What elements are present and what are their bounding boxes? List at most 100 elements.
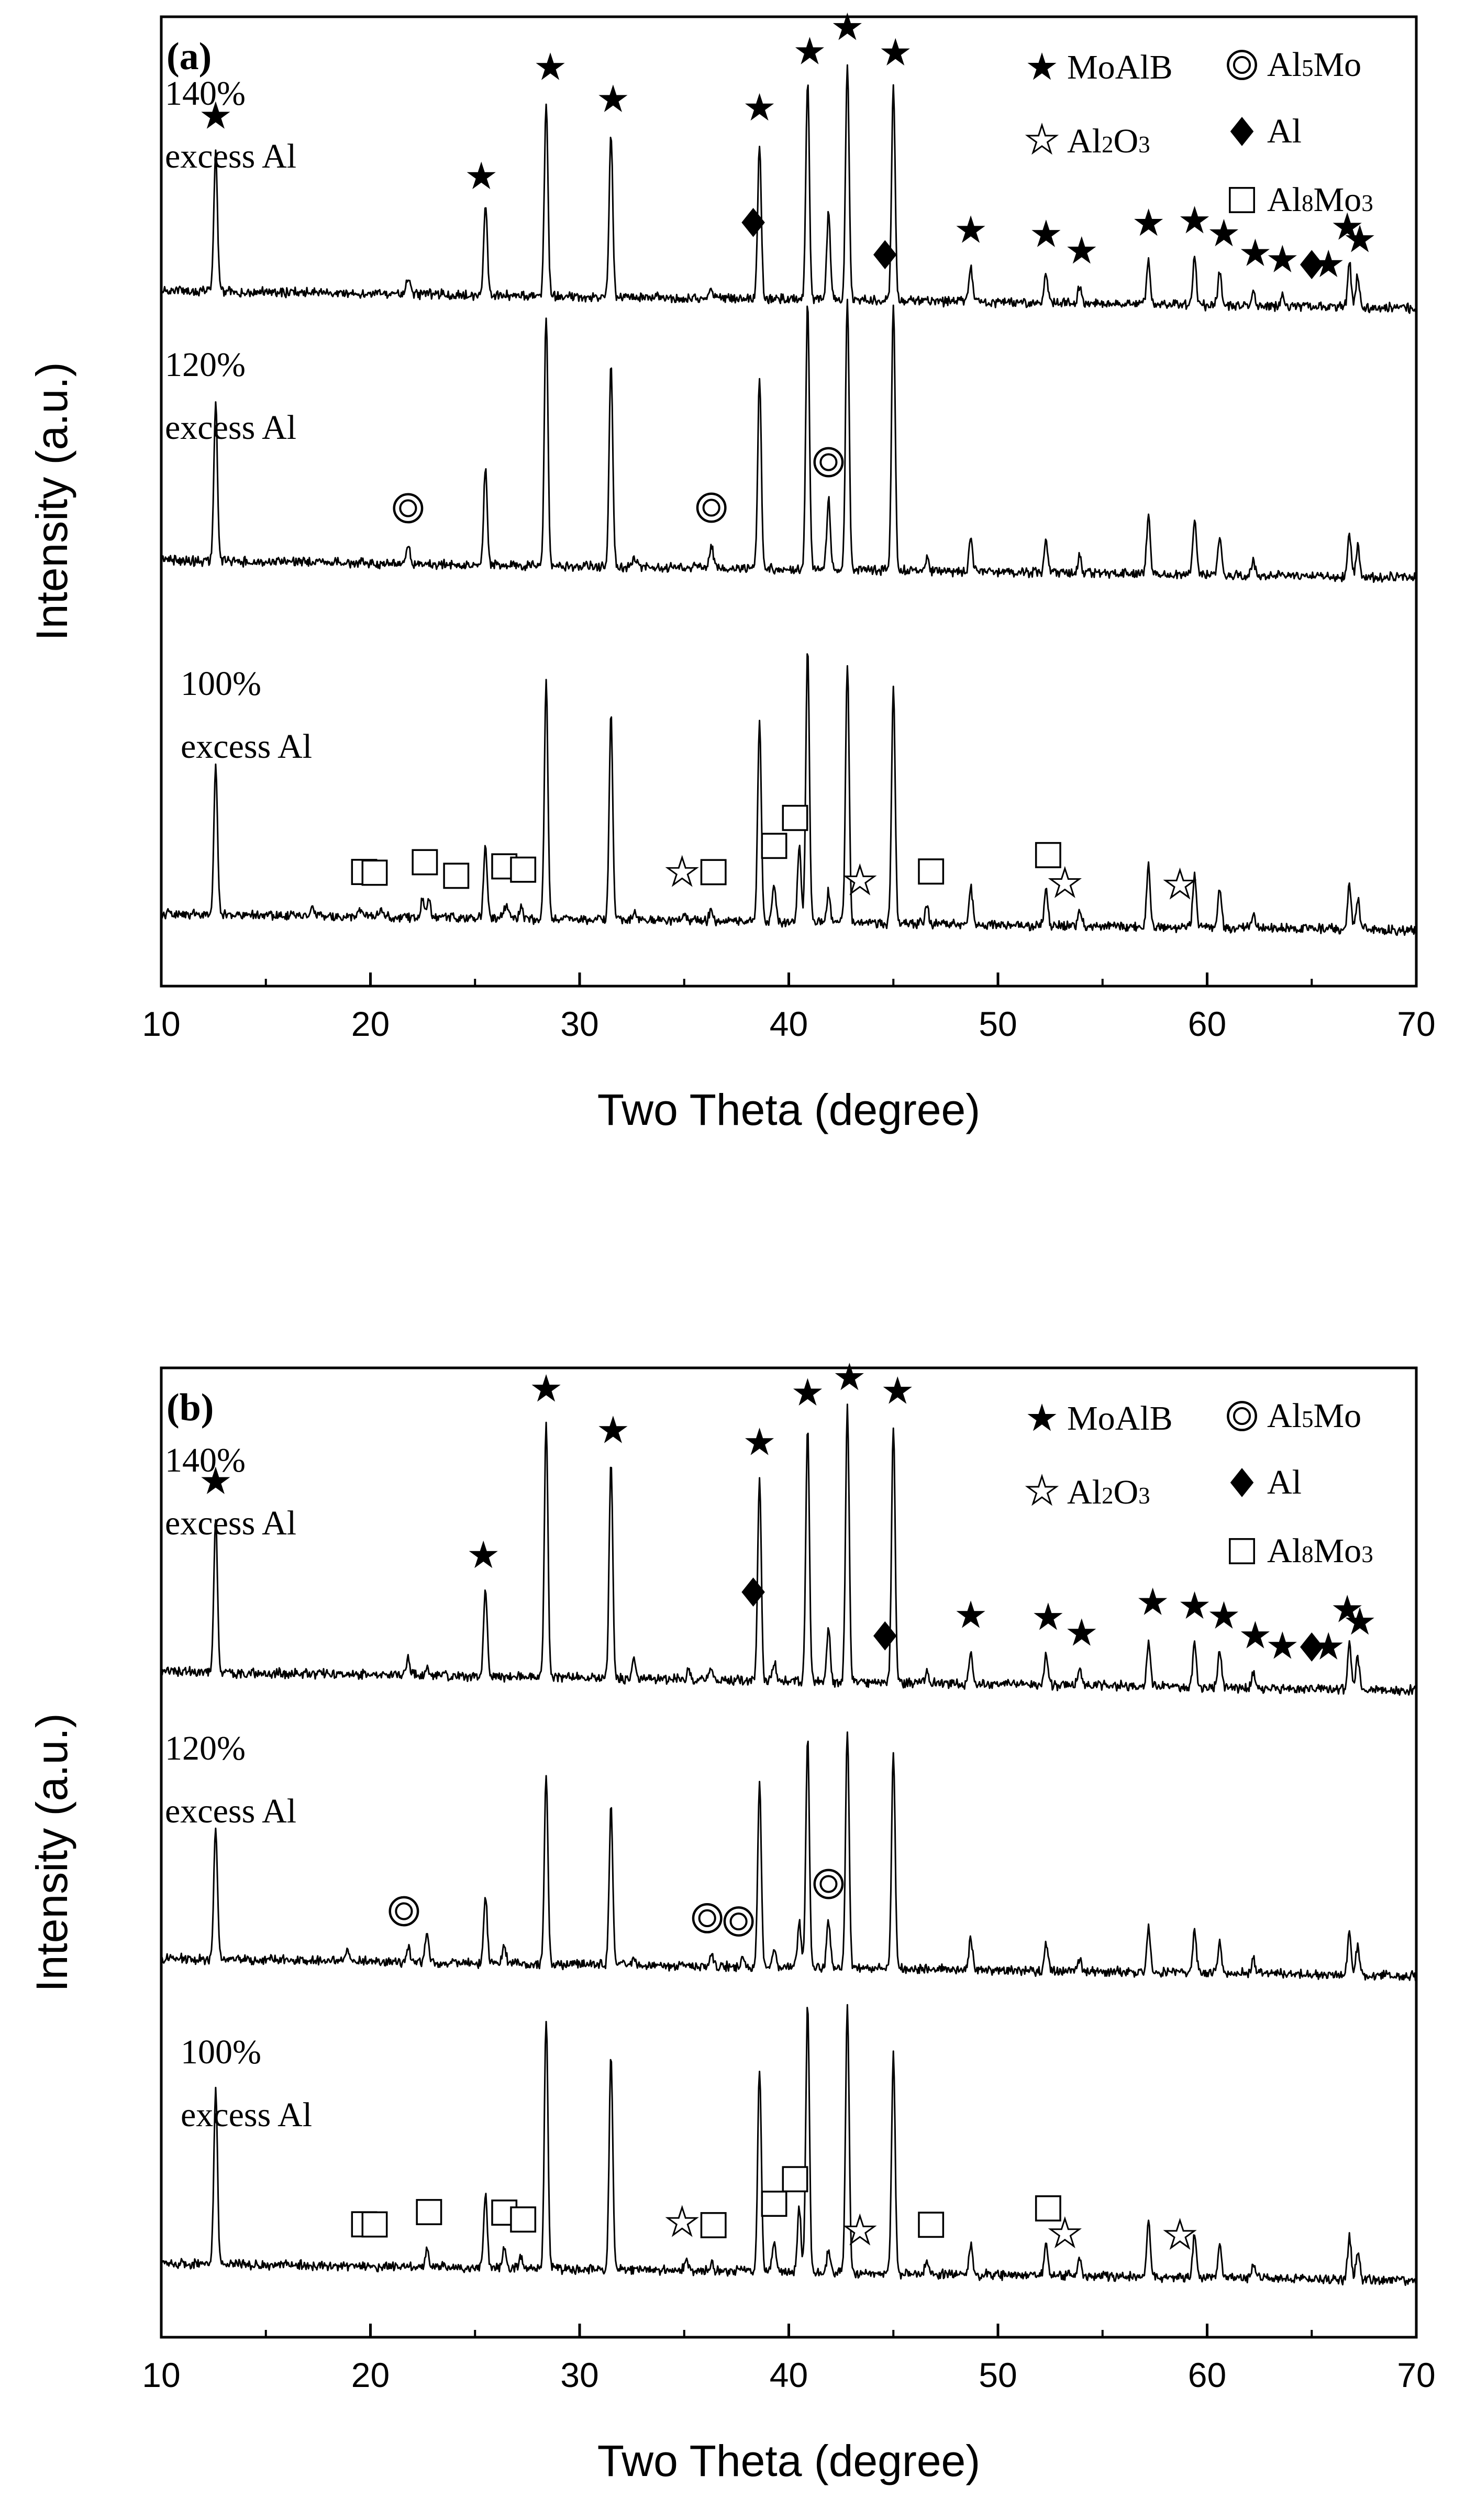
x-tick-label: 60	[1188, 2356, 1226, 2394]
filled-star-icon	[881, 38, 910, 66]
double-circle-inner-icon	[1233, 56, 1251, 74]
x-tick-label: 40	[770, 2356, 808, 2394]
x-tick-label: 50	[979, 1004, 1017, 1043]
phase-marker-moalb	[745, 1428, 774, 1455]
phase-marker-al5mo	[813, 1869, 844, 1899]
phase-marker-al8mo3	[918, 858, 945, 885]
phase-marker-al	[741, 207, 765, 237]
x-tick-label: 30	[560, 1004, 598, 1043]
phase-marker-moalb	[469, 1540, 498, 1568]
phase-marker-al8mo3	[361, 859, 388, 886]
legend-marker-filled-diamond	[1230, 117, 1254, 146]
phase-marker-moalb	[1268, 245, 1297, 272]
y-axis-label: Intensity (a.u.)	[27, 1713, 76, 1992]
open-square-icon	[443, 863, 470, 889]
open-star-icon	[1050, 2219, 1079, 2246]
phase-marker-al8mo3	[700, 2212, 727, 2238]
legend-marker-open-star	[1027, 125, 1056, 152]
open-square-icon	[700, 2212, 727, 2238]
filled-star-icon	[795, 37, 825, 64]
legend-marker-open-square	[1229, 1538, 1255, 1564]
filled-star-icon	[883, 1376, 912, 1404]
legend-label: MoAlB	[1067, 48, 1173, 86]
diffraction-pattern-line	[160, 64, 1417, 314]
phase-marker-moalb	[1138, 1587, 1168, 1615]
phase-marker-al8mo3	[918, 2212, 945, 2238]
x-tick-label: 50	[979, 2356, 1017, 2394]
double-circle-inner-icon	[819, 453, 838, 471]
phase-marker-moalb	[598, 84, 628, 112]
legend-label: Al8Mo3	[1267, 181, 1373, 219]
series-label-percent: 120%	[165, 1729, 246, 1767]
filled-star-icon	[745, 1428, 774, 1455]
open-square-icon	[782, 804, 808, 831]
open-square-icon	[761, 2191, 787, 2217]
phase-marker-al8mo3	[510, 856, 537, 883]
filled-diamond-icon	[741, 1577, 765, 1607]
legend-label: Al5Mo	[1267, 1397, 1361, 1435]
x-axis-label: Two Theta (degree)	[597, 1085, 981, 1134]
open-square-icon	[782, 2166, 808, 2193]
filled-star-icon	[1180, 1591, 1209, 1619]
phase-marker-al8mo3	[412, 849, 438, 876]
filled-star-icon	[1031, 219, 1061, 247]
panel-label: (a)	[167, 35, 212, 78]
phase-marker-al5mo	[389, 1896, 419, 1927]
filled-star-icon	[956, 1600, 985, 1628]
phase-marker-al8mo3	[1035, 2195, 1061, 2221]
phase-marker-moalb	[1134, 208, 1163, 236]
open-star-icon	[1166, 870, 1194, 897]
double-circle-outer-icon	[696, 492, 727, 523]
open-square-icon	[1035, 2195, 1061, 2221]
double-circle-outer-icon	[1227, 50, 1257, 80]
filled-diamond-icon	[1300, 1632, 1324, 1662]
diffraction-pattern-line	[160, 653, 1417, 936]
filled-star-icon	[1027, 52, 1057, 80]
legend: MoAlB Al5Mo Al2O3 Al Al8Mo3	[1027, 46, 1373, 219]
phase-marker-moalb	[1209, 218, 1239, 247]
double-circle-inner-icon	[702, 499, 720, 517]
filled-star-icon	[1268, 245, 1297, 272]
phase-marker-al	[873, 240, 897, 270]
phase-marker-moalb	[1209, 1601, 1239, 1629]
open-square-icon	[700, 859, 727, 886]
legend-label: Al	[1267, 1463, 1302, 1501]
filled-star-icon	[1240, 1621, 1270, 1649]
filled-star-icon	[598, 1416, 628, 1443]
x-axis-label: Two Theta (degree)	[597, 2436, 981, 2485]
double-circle-inner-icon	[399, 499, 417, 517]
double-circle-inner-icon	[819, 1875, 838, 1893]
open-star-icon	[1027, 125, 1056, 152]
legend-label: Al2O3	[1067, 122, 1150, 160]
phase-marker-moalb	[956, 1600, 985, 1628]
x-tick-label: 20	[351, 1004, 390, 1043]
x-tick-label: 40	[770, 1004, 808, 1043]
series-label-percent: 120%	[165, 346, 246, 384]
legend-label: Al5Mo	[1267, 46, 1361, 84]
phase-marker-moalb	[1180, 1591, 1209, 1619]
filled-star-icon	[956, 215, 985, 243]
double-circle-inner-icon	[395, 1902, 413, 1920]
legend-marker-double-circle	[1227, 1401, 1257, 1431]
diffraction-pattern-line	[160, 1731, 1417, 1982]
open-square-icon	[361, 859, 388, 886]
phase-marker-moalb	[1268, 1631, 1297, 1659]
legend-label: Al8Mo3	[1267, 1532, 1373, 1570]
phase-marker-al8mo3	[1035, 842, 1061, 868]
plot-frame	[160, 15, 1418, 988]
filled-star-icon	[793, 1378, 823, 1406]
filled-star-icon	[531, 1374, 561, 1402]
legend-marker-open-square	[1229, 187, 1255, 213]
phase-marker-al8mo3	[782, 2166, 808, 2193]
x-tick-label: 70	[1397, 1004, 1435, 1043]
phase-marker-moalb	[1240, 1621, 1270, 1649]
phase-marker-al2o3	[846, 2216, 874, 2243]
double-circle-outer-icon	[813, 1869, 844, 1899]
phase-marker-al8mo3	[782, 804, 808, 831]
phase-marker-al	[741, 1577, 765, 1607]
legend-label: Al2O3	[1067, 1473, 1150, 1511]
series-label-percent: 100%	[181, 665, 261, 703]
filled-star-icon	[1067, 236, 1096, 264]
phase-marker-al5mo	[393, 493, 424, 524]
